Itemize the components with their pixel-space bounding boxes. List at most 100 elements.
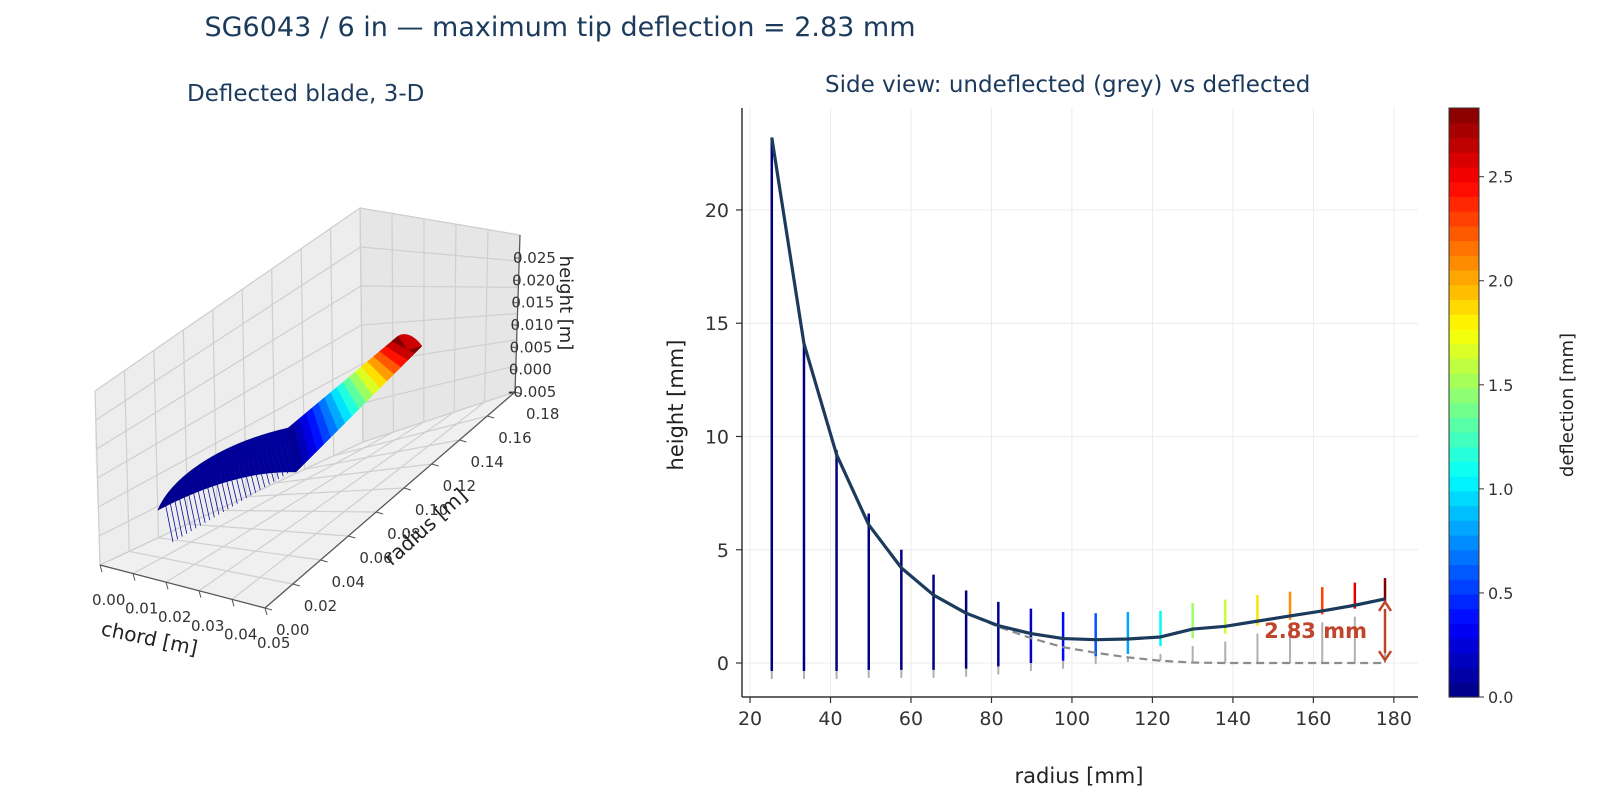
radius-tick [431,463,439,467]
radius-tick [292,583,300,587]
blade-root-mesh [251,458,261,491]
wall-gridline [96,285,362,450]
colorbar-tick-label: 0.0 [1488,688,1513,707]
colorbar-segment [1449,343,1479,359]
chord-tick-label: 0.02 [158,608,191,626]
floor-gridline [165,421,425,583]
colorbar-segment [1449,446,1479,462]
wall-gridline [362,391,516,443]
wall-gridline [95,246,361,421]
blade-root-mesh [270,449,280,480]
colorbar-segment [1449,667,1479,683]
blade-root-mesh [279,444,289,474]
blade-tip [398,334,422,350]
radius-tick-label: 0.14 [470,453,503,471]
colorbar-segment [1449,299,1479,315]
colorbar-segment [1449,652,1479,669]
figure-title: SG6043 / 6 in — maximum tip deflection =… [204,12,916,43]
blade-root-mesh [228,469,238,504]
chord-tick [132,573,136,581]
height-tick-label: -0.005 [508,383,556,401]
colorbar-segment [1449,196,1479,212]
colorbar-segment [1449,593,1479,610]
radius-tick [487,415,495,419]
floor-gridline [187,523,349,537]
blade-root-mesh [182,492,192,532]
blade-root-mesh [173,497,183,537]
wall-gridline [360,285,519,288]
chord-tick-label: 0.03 [191,617,224,635]
floor-gridline [275,463,432,484]
radius-axis-line [264,391,516,609]
annotation-arrow-head-top [1377,599,1393,612]
chord-tick-label: 0.05 [257,634,290,652]
radius-tick-label: 0.18 [526,405,559,423]
colorbar-frame [1448,107,1480,698]
colorbar-segment [1449,505,1479,521]
height-tick-label: 0.000 [509,361,552,379]
colorbar-segment [1449,564,1479,580]
height-tick-label: 0.025 [513,249,556,267]
height-tick-label: 0.020 [512,271,555,289]
x-tick-label: 180 [1376,708,1412,730]
colorbar-segment [1449,137,1479,153]
radius-tick [403,487,412,491]
radius-tick-label: 0.02 [304,597,337,615]
height-tick-label: 0.015 [511,294,554,312]
wall-gridline [94,207,361,392]
blade-root-mesh [210,478,220,515]
colorbar-label: deflection [mm] [1557,333,1578,477]
radius-tick-label: 0.08 [387,525,420,543]
colorbar: 0.0 0.5 1.0 1.5 2.0 2.5 [1448,107,1513,707]
blade-root-mesh [187,490,197,529]
y-axis-label: height [mm] [664,340,688,471]
chord-tick [231,599,235,607]
colorbar-tick-label: 2.5 [1488,168,1513,187]
annotation-arrow-head-bottom [1377,650,1393,663]
colorbar-segment [1449,623,1479,639]
blade-root-mesh [265,451,275,482]
x-tick-label: 40 [818,708,842,730]
chord-axis-line [99,564,266,609]
floor-gridline [304,439,460,470]
x-tick-label: 120 [1134,708,1170,730]
panel-3d-title: Deflected blade, 3-D [187,81,425,107]
colorbar-segment [1449,122,1479,139]
height-tick-label: 0.010 [511,316,554,334]
blade-root-mesh [256,455,266,488]
height-tick-label: 0.005 [510,338,553,356]
side-view-plot: 2.83 mm 20 40 60 80 100 120 140 160 180 0 5 10 1520 … [664,107,1578,788]
radius-tick-label: 0.00 [276,621,309,639]
colorbar-tick-label: 0.5 [1488,584,1513,603]
pane-panes [94,207,521,609]
floor-gridline [333,415,488,457]
colorbar-segment [1449,549,1479,566]
deflection-spars [770,137,1387,679]
floor-gridline [129,550,293,585]
chord-tick [198,590,202,598]
colorbar-segment [1449,387,1479,404]
radius-tick [375,511,384,515]
blade-root-mesh [215,476,224,512]
floor-gridline [246,487,404,498]
wall-gridline [359,207,521,236]
colorbar-segment [1449,152,1479,168]
radius-tick [514,391,523,395]
blade-root-mesh [196,485,206,523]
colorbar-segment [1449,108,1479,124]
radius-tick-label: 0.10 [415,501,448,519]
radius-tick [459,439,467,443]
blade-root-mesh [205,481,215,518]
colorbar-segment [1449,608,1479,624]
radius-tick-label: 0.12 [443,477,476,495]
radius-tick [348,535,356,539]
wall-gridline [360,246,520,262]
axes-3d: 0.00 0.01 0.02 0.03 0.04 0.050.000.020.040.06… [92,234,559,652]
blade-root-mesh [242,462,252,496]
radius-tick-label: 0.16 [498,429,531,447]
undeflected-line [770,137,1386,665]
colorbar-tick-label: 1.5 [1488,376,1513,395]
deflected-line [770,137,1386,642]
blade-root-mesh [247,460,257,493]
blade-root-mesh [192,488,201,526]
